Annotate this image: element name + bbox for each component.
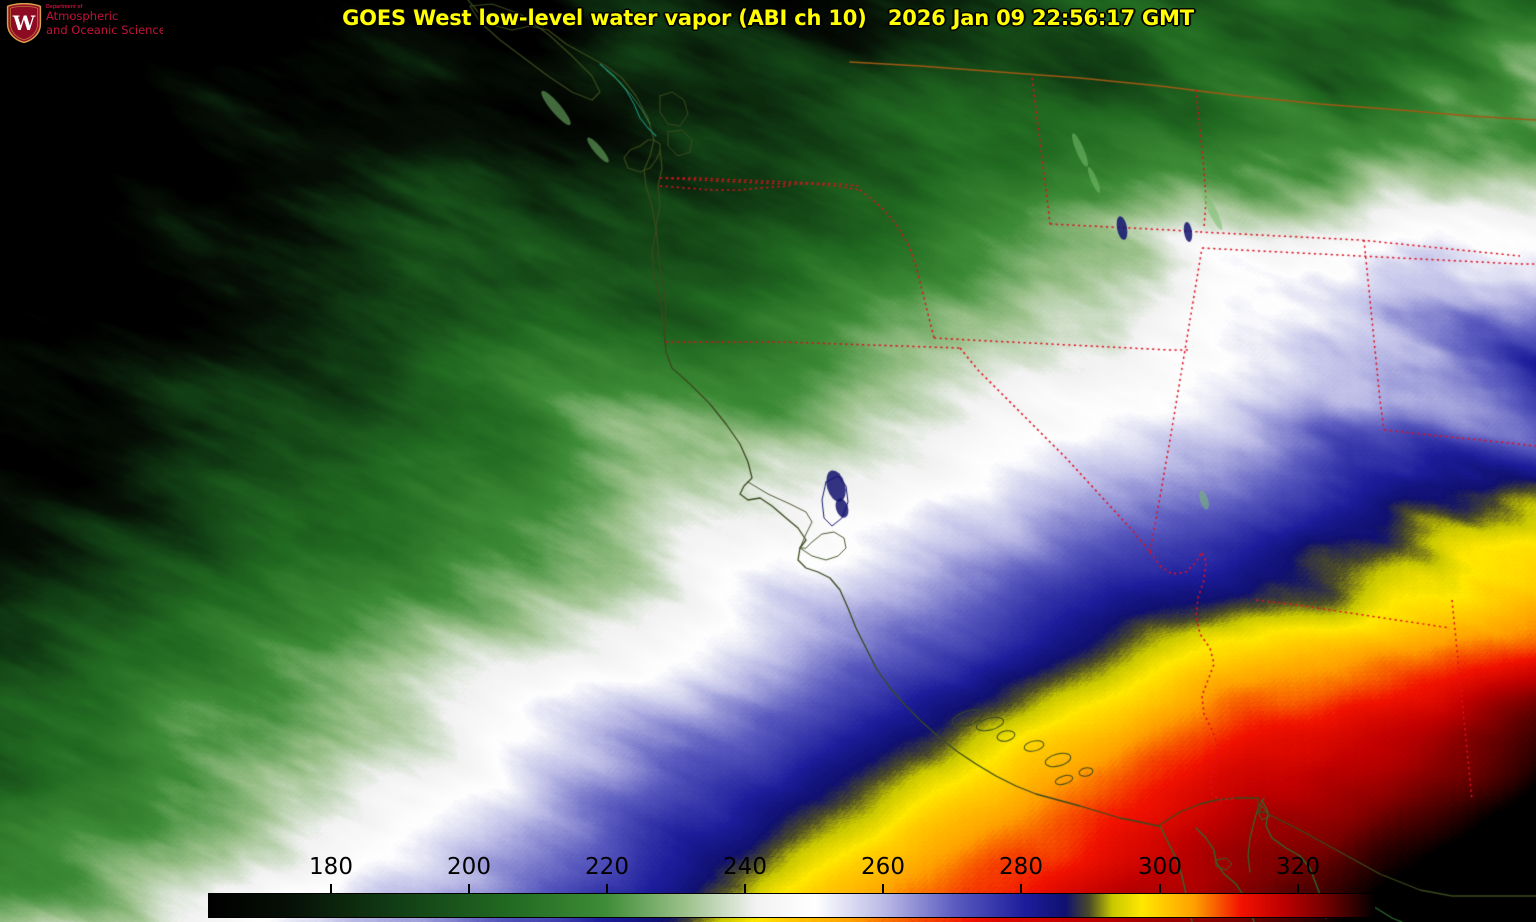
logo-line-oceanic: and Oceanic Sciences	[46, 22, 163, 37]
svg-text:W: W	[12, 11, 36, 35]
logo-line-atmospheric: Atmospheric	[46, 9, 119, 23]
logo-text-block: Department of Atmospheric and Oceanic Sc…	[46, 4, 163, 37]
uw-aos-logo-plate: W Department of Atmospheric and Oceanic …	[0, 0, 163, 46]
logo-dept-prefix: Department of	[46, 4, 83, 10]
uw-crest-icon: W	[6, 3, 42, 43]
colorbar-gradient[interactable]	[208, 893, 1375, 918]
